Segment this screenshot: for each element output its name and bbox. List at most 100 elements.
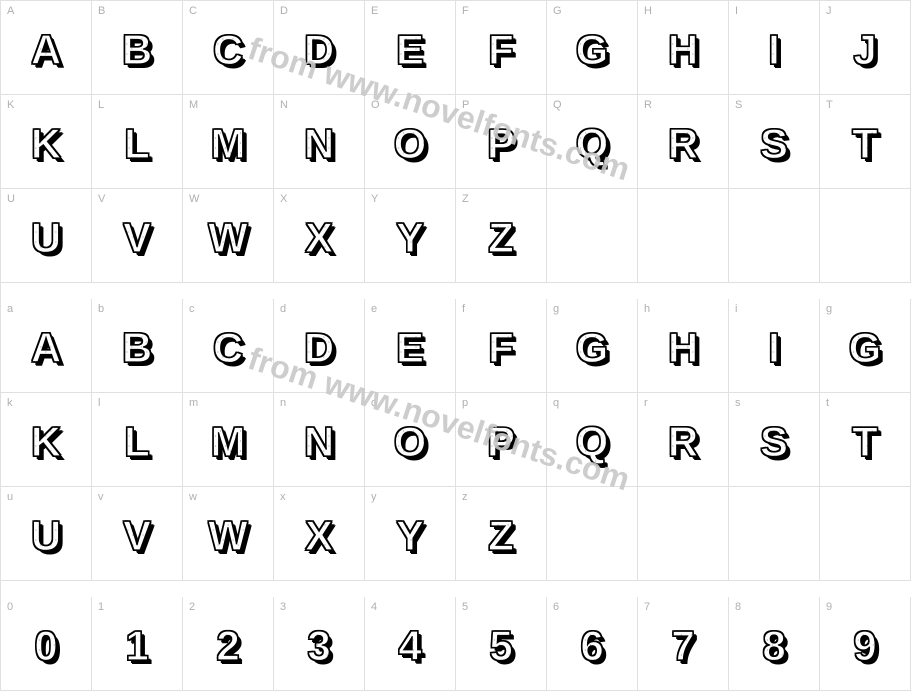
char-cell: tT bbox=[820, 393, 911, 487]
cell-label: k bbox=[7, 397, 13, 409]
char-cell: 00 bbox=[1, 597, 92, 691]
char-cell: bB bbox=[92, 299, 183, 393]
char-cell bbox=[1, 581, 92, 597]
char-cell bbox=[547, 581, 638, 597]
char-cell: TT bbox=[820, 95, 911, 189]
glyph: K bbox=[31, 421, 61, 463]
char-cell bbox=[729, 487, 820, 581]
char-cell: zZ bbox=[456, 487, 547, 581]
glyph: W bbox=[208, 515, 248, 557]
glyph: S bbox=[760, 421, 788, 463]
glyph: A bbox=[31, 29, 61, 71]
cell-label: 4 bbox=[371, 601, 377, 613]
char-cell bbox=[183, 581, 274, 597]
cell-label: i bbox=[735, 303, 737, 315]
glyph: X bbox=[305, 217, 333, 259]
gap-row bbox=[1, 581, 911, 597]
char-cell bbox=[365, 581, 456, 597]
cell-label: Z bbox=[462, 193, 469, 205]
glyph: V bbox=[123, 217, 151, 259]
cell-label: o bbox=[371, 397, 377, 409]
char-cell: gG bbox=[820, 299, 911, 393]
cell-label: V bbox=[98, 193, 105, 205]
glyph: 9 bbox=[853, 625, 876, 667]
glyph: 6 bbox=[580, 625, 603, 667]
char-cell: 33 bbox=[274, 597, 365, 691]
glyph: O bbox=[394, 421, 427, 463]
cell-label: w bbox=[189, 491, 197, 503]
char-cell: yY bbox=[365, 487, 456, 581]
char-cell bbox=[547, 487, 638, 581]
glyph: U bbox=[31, 515, 61, 557]
cell-label: m bbox=[189, 397, 198, 409]
cell-label: v bbox=[98, 491, 104, 503]
char-cell: QQ bbox=[547, 95, 638, 189]
glyph: P bbox=[487, 421, 515, 463]
char-cell: 99 bbox=[820, 597, 911, 691]
char-cell: YY bbox=[365, 189, 456, 283]
char-row: 00112233445566778899 bbox=[1, 597, 911, 691]
cell-label: F bbox=[462, 5, 469, 17]
char-cell bbox=[183, 283, 274, 299]
cell-label: J bbox=[826, 5, 832, 17]
char-cell: DD bbox=[274, 1, 365, 95]
char-cell: xX bbox=[274, 487, 365, 581]
cell-label: g bbox=[826, 303, 832, 315]
char-cell bbox=[638, 189, 729, 283]
char-cell bbox=[638, 581, 729, 597]
char-cell: WW bbox=[183, 189, 274, 283]
char-cell: nN bbox=[274, 393, 365, 487]
char-cell: SS bbox=[729, 95, 820, 189]
glyph: E bbox=[396, 29, 424, 71]
cell-label: L bbox=[98, 99, 104, 111]
char-cell bbox=[729, 189, 820, 283]
glyph: F bbox=[488, 29, 514, 71]
glyph: 1 bbox=[125, 625, 148, 667]
cell-label: 0 bbox=[7, 601, 13, 613]
char-cell: UU bbox=[1, 189, 92, 283]
char-cell bbox=[1, 283, 92, 299]
glyph: I bbox=[768, 29, 780, 71]
glyph: Z bbox=[488, 515, 514, 557]
glyph: X bbox=[305, 515, 333, 557]
glyph: M bbox=[211, 123, 246, 165]
cell-label: A bbox=[7, 5, 14, 17]
cell-label: P bbox=[462, 99, 469, 111]
char-cell: 66 bbox=[547, 597, 638, 691]
glyph: P bbox=[487, 123, 515, 165]
character-map-grid: AABBCCDDEEFFGGHHIIJJKKLLMMNNOOPPQQRRSSTT… bbox=[0, 0, 911, 691]
glyph: M bbox=[211, 421, 246, 463]
cell-label: f bbox=[462, 303, 465, 315]
cell-label: E bbox=[371, 5, 378, 17]
char-cell bbox=[274, 283, 365, 299]
char-cell bbox=[547, 189, 638, 283]
cell-label: I bbox=[735, 5, 738, 17]
cell-label: c bbox=[189, 303, 195, 315]
cell-label: G bbox=[553, 5, 562, 17]
char-cell: 88 bbox=[729, 597, 820, 691]
cell-label: g bbox=[553, 303, 559, 315]
glyph: N bbox=[304, 123, 334, 165]
cell-label: B bbox=[98, 5, 105, 17]
cell-label: l bbox=[98, 397, 100, 409]
glyph: C bbox=[213, 29, 243, 71]
glyph: V bbox=[123, 515, 151, 557]
char-cell: XX bbox=[274, 189, 365, 283]
char-cell: OO bbox=[365, 95, 456, 189]
glyph: D bbox=[304, 29, 334, 71]
char-cell bbox=[820, 283, 911, 299]
glyph: 0 bbox=[34, 625, 57, 667]
glyph: A bbox=[31, 327, 61, 369]
cell-label: r bbox=[644, 397, 648, 409]
glyph: D bbox=[304, 327, 334, 369]
char-cell: gG bbox=[547, 299, 638, 393]
char-row: aAbBcCdDeEfFgGhHiIgG bbox=[1, 299, 911, 393]
char-cell: aA bbox=[1, 299, 92, 393]
char-cell: eE bbox=[365, 299, 456, 393]
char-cell: FF bbox=[456, 1, 547, 95]
glyph: B bbox=[122, 29, 152, 71]
char-cell: ZZ bbox=[456, 189, 547, 283]
char-cell: AA bbox=[1, 1, 92, 95]
char-cell: PP bbox=[456, 95, 547, 189]
glyph: G bbox=[576, 29, 609, 71]
